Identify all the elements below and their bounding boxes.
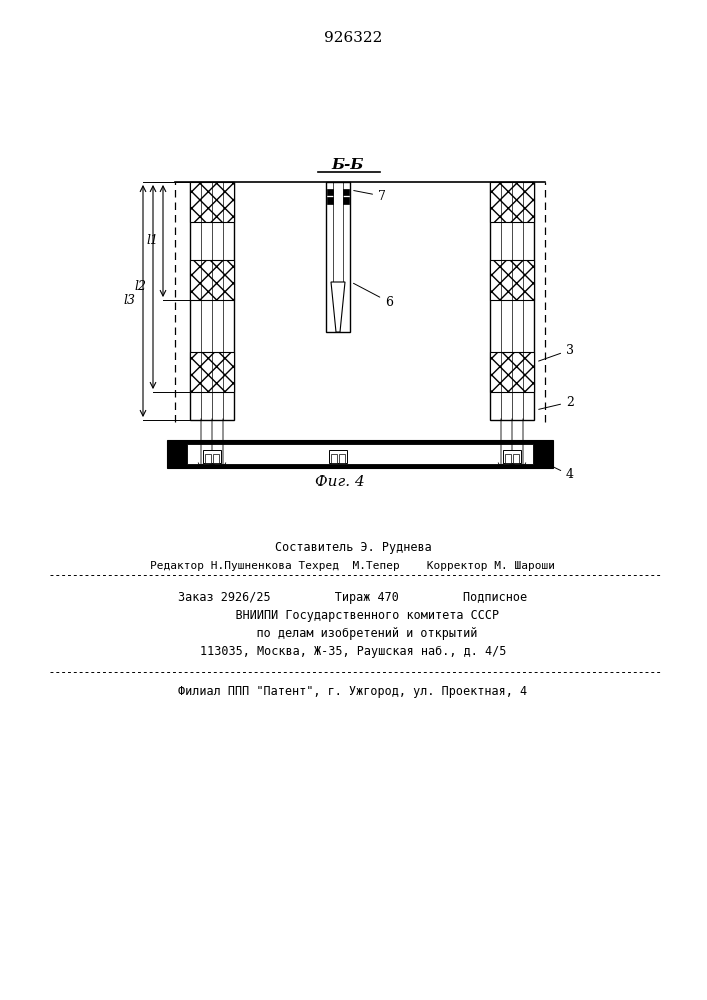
Bar xyxy=(343,197,349,204)
Bar xyxy=(326,182,350,332)
Bar xyxy=(190,352,234,392)
Text: l3: l3 xyxy=(123,294,135,308)
Bar xyxy=(343,189,349,195)
Bar xyxy=(513,454,519,463)
Text: Фиг. 4: Фиг. 4 xyxy=(315,475,365,489)
Text: 6: 6 xyxy=(354,283,393,308)
Bar xyxy=(505,454,511,463)
Bar xyxy=(490,352,534,392)
Text: 7: 7 xyxy=(354,190,386,202)
Text: Филиал ППП "Патент", г. Ужгород, ул. Проектная, 4: Филиал ППП "Патент", г. Ужгород, ул. Про… xyxy=(178,686,527,698)
Bar xyxy=(203,450,221,463)
Text: 113035, Москва, Ж-35, Раушская наб., д. 4/5: 113035, Москва, Ж-35, Раушская наб., д. … xyxy=(200,645,506,658)
Text: 926322: 926322 xyxy=(324,31,382,45)
Bar xyxy=(190,260,234,300)
Bar xyxy=(213,454,219,463)
Text: ВНИИПИ Государственного комитета СССР: ВНИИПИ Государственного комитета СССР xyxy=(207,608,499,621)
Text: 2: 2 xyxy=(539,395,574,409)
Bar xyxy=(327,189,333,195)
Text: Б-Б: Б-Б xyxy=(332,158,364,172)
Text: Заказ 2926/25         Тираж 470         Подписное: Заказ 2926/25 Тираж 470 Подписное xyxy=(178,590,527,603)
Text: Составитель Э. Руднева: Составитель Э. Руднева xyxy=(274,542,431,554)
Bar xyxy=(187,444,533,464)
Bar xyxy=(205,454,211,463)
Bar xyxy=(490,260,534,300)
Text: Редактор Н.Пушненкова Техред  М.Тепер    Корректор М. Шароши: Редактор Н.Пушненкова Техред М.Тепер Кор… xyxy=(151,561,556,571)
Bar xyxy=(329,450,347,463)
Bar xyxy=(339,454,345,463)
Bar xyxy=(503,450,521,463)
Text: 3: 3 xyxy=(539,344,574,361)
Bar xyxy=(490,182,534,222)
Bar xyxy=(190,182,234,222)
Bar xyxy=(327,197,333,204)
Bar xyxy=(167,440,553,468)
Text: 4: 4 xyxy=(542,461,574,482)
Bar xyxy=(331,454,337,463)
Polygon shape xyxy=(331,282,345,332)
Bar xyxy=(190,182,234,420)
Bar xyxy=(490,182,534,420)
Text: по делам изобретений и открытий: по делам изобретений и открытий xyxy=(228,626,478,640)
Text: l2: l2 xyxy=(134,280,146,294)
Text: l1: l1 xyxy=(146,234,158,247)
